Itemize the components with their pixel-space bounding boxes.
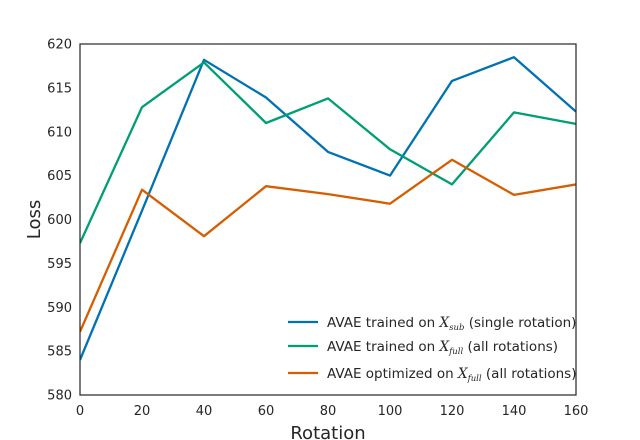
x-tick-label: 20: [134, 404, 151, 419]
y-tick-label: 580: [47, 389, 72, 404]
legend-item: AVAE trained on Xsub (single rotation): [288, 315, 576, 333]
series-line-1: [80, 56, 576, 361]
x-tick-label: 100: [378, 404, 403, 419]
x-axis-title: Rotation: [290, 423, 365, 440]
y-axis-title: Loss: [24, 200, 45, 239]
y-tick-label: 605: [47, 169, 72, 184]
y-tick-label: 600: [47, 213, 72, 228]
y-tick-label: 585: [47, 345, 72, 360]
legend-item: AVAE trained on Xfull (all rotations): [288, 339, 558, 357]
x-tick-label: 120: [440, 404, 465, 419]
x-tick-label: 60: [258, 404, 275, 419]
y-axis: 580 585 590 595 600 605 610 615 620: [47, 38, 72, 404]
x-tick-label: 80: [320, 404, 337, 419]
x-tick-label: 140: [502, 404, 527, 419]
legend: AVAE trained on Xsub (single rotation) AV…: [288, 315, 577, 384]
series-line-3: [80, 158, 576, 333]
y-tick-label: 615: [47, 81, 72, 96]
plot-frame: [79, 43, 577, 396]
x-tick-label: 0: [76, 404, 84, 419]
y-tick-label: 620: [47, 38, 72, 53]
legend-label: AVAE optimized on Xfull (all rotations): [327, 366, 577, 384]
x-tick-label: 40: [196, 404, 213, 419]
y-tick-label: 610: [47, 125, 72, 140]
legend-item: AVAE optimized on Xfull (all rotations): [288, 366, 577, 384]
series-layer: [80, 56, 576, 361]
y-tick-label: 590: [47, 301, 72, 316]
y-tick-label: 595: [47, 257, 72, 272]
x-axis: 0 20 40 60 80 100 120 140 160: [76, 404, 589, 419]
legend-label: AVAE trained on Xfull (all rotations): [327, 339, 558, 357]
legend-label: AVAE trained on Xsub (single rotation): [327, 315, 576, 333]
x-tick-label: 160: [564, 404, 589, 419]
